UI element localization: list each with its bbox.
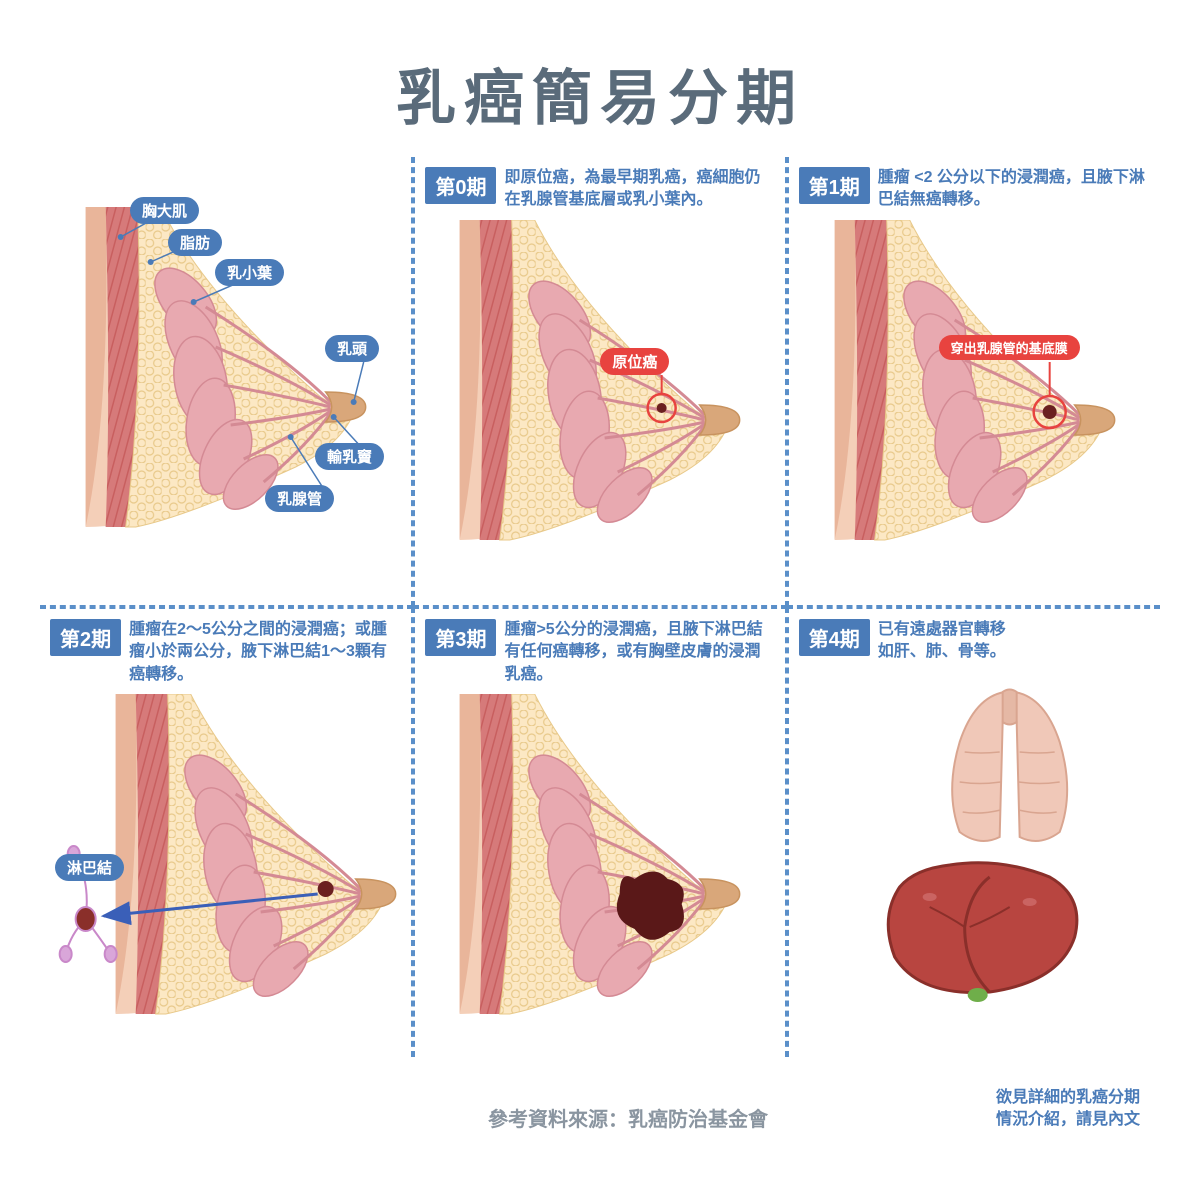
label-in-situ: 原位癌: [600, 348, 669, 375]
label-nipple: 乳頭: [325, 335, 379, 362]
stage-4-panel: 第4期 已有遠處器官轉移 如肝、肺、骨等。: [787, 607, 1160, 1057]
stage-1-badge: 第1期: [799, 167, 870, 204]
stage-3-desc: 腫瘤>5公分的浸潤癌，且腋下淋巴結有任何癌轉移，或有胸壁皮膚的浸潤乳癌。: [504, 619, 774, 686]
stage-3-panel: 第3期 腫瘤>5公分的浸潤癌，且腋下淋巴結有任何癌轉移，或有胸壁皮膚的浸潤乳癌。: [413, 607, 786, 1057]
stage-1-panel: 第1期 腫瘤 <2 公分以下的浸潤癌，且腋下淋巴結無癌轉移。: [787, 157, 1160, 607]
stage-2-desc: 腫瘤在2～5公分之間的浸潤癌；或腫瘤小於兩公分，腋下淋巴結1～3顆有癌轉移。: [129, 619, 401, 686]
stage-0-badge: 第0期: [425, 167, 496, 204]
stage-4-badge: 第4期: [799, 619, 870, 656]
anatomy-diagram: 胸大肌 脂肪 乳小葉 乳頭 輸乳竇 乳腺管: [50, 207, 401, 537]
stage-0-panel: 第0期 即原位癌，為最早期乳癌，癌細胞仍在乳腺管基底層或乳小葉內。: [413, 157, 786, 607]
stage-1-desc: 腫瘤 <2 公分以下的浸潤癌，且腋下淋巴結無癌轉移。: [878, 167, 1150, 212]
stage-4-diagram: [799, 672, 1150, 1002]
note-line-1: 欲見詳細的乳癌分期: [996, 1087, 1140, 1109]
stage-4-desc: 已有遠處器官轉移 如肝、肺、骨等。: [878, 619, 1006, 664]
page-title: 乳癌簡易分期: [40, 50, 1160, 137]
stage-grid: 胸大肌 脂肪 乳小葉 乳頭 輸乳竇 乳腺管 第0期 即原位癌，為最早期乳癌，癌細…: [40, 157, 1160, 1057]
footer: 參考資料來源：乳癌防治基金會 欲見詳細的乳癌分期 情況介紹，請見內文: [40, 1087, 1160, 1132]
footer-note: 欲見詳細的乳癌分期 情況介紹，請見內文: [996, 1087, 1140, 1132]
stage-3-badge: 第3期: [425, 619, 496, 656]
stage-2-badge: 第2期: [50, 619, 121, 656]
label-duct-sinus: 輸乳竇: [315, 443, 384, 470]
label-lymph: 淋巴結: [55, 854, 124, 881]
stage-2-diagram: 淋巴結: [50, 694, 401, 1024]
label-lobule: 乳小葉: [215, 259, 284, 286]
label-basement: 穿出乳腺管的基底膜: [939, 335, 1080, 360]
label-fat: 脂肪: [168, 229, 222, 256]
stage-2-panel: 第2期 腫瘤在2～5公分之間的浸潤癌；或腫瘤小於兩公分，腋下淋巴結1～3顆有癌轉…: [40, 607, 413, 1057]
stage-0-desc: 即原位癌，為最早期乳癌，癌細胞仍在乳腺管基底層或乳小葉內。: [504, 167, 774, 212]
label-duct: 乳腺管: [265, 485, 334, 512]
stage-3-diagram: [425, 694, 774, 1024]
stage-0-diagram: 原位癌: [425, 220, 774, 550]
note-line-2: 情況介紹，請見內文: [996, 1109, 1140, 1131]
stage-1-diagram: 穿出乳腺管的基底膜: [799, 220, 1150, 550]
anatomy-panel: 胸大肌 脂肪 乳小葉 乳頭 輸乳竇 乳腺管: [40, 157, 413, 607]
source-text: 參考資料來源：乳癌防治基金會: [260, 1103, 996, 1132]
label-pectoral: 胸大肌: [130, 197, 199, 224]
